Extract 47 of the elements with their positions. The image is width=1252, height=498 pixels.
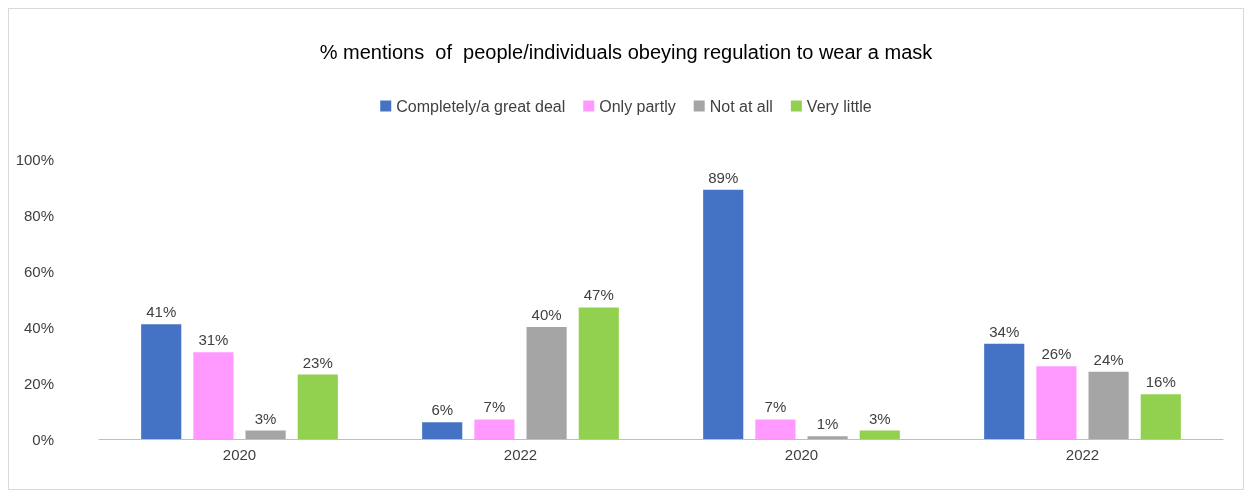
data-label: 3% (254, 409, 277, 427)
y-tick-label: 80% (23, 206, 54, 224)
y-tick-label: 100% (15, 150, 54, 168)
data-label: 31% (198, 331, 229, 349)
bar (245, 430, 286, 439)
data-label: 6% (431, 401, 454, 419)
legend-label: Only partly (599, 97, 676, 115)
data-label: 16% (1145, 373, 1176, 391)
bar (193, 352, 234, 439)
data-label: 34% (989, 322, 1020, 340)
x-tick-label: 2020 (222, 446, 257, 463)
data-label: 26% (1041, 345, 1072, 363)
data-label: 41% (146, 303, 177, 321)
bar (755, 419, 796, 439)
legend-label: Not at all (709, 97, 773, 115)
x-tick-label: 2022 (1065, 446, 1100, 463)
data-label: 3% (868, 409, 891, 427)
bar (1088, 371, 1129, 439)
bar (526, 327, 567, 439)
data-label: 89% (708, 168, 739, 186)
bar (807, 436, 848, 439)
x-tick-label: 2022 (503, 446, 538, 463)
bar (578, 307, 619, 439)
data-label: 23% (302, 353, 333, 371)
bar (1140, 394, 1181, 439)
legend-label: Completely/a great deal (396, 97, 566, 115)
x-tick-label: 2020 (784, 446, 819, 463)
y-tick-label: 0% (32, 430, 54, 448)
data-label: 47% (583, 286, 614, 304)
y-tick-label: 40% (23, 318, 54, 336)
y-tick-label: 60% (23, 262, 54, 280)
bar (703, 189, 744, 439)
data-label: 1% (816, 415, 839, 433)
bar (422, 422, 463, 439)
data-label: 7% (483, 398, 506, 416)
y-tick-label: 20% (23, 374, 54, 392)
bar (1036, 366, 1077, 439)
legend-label: Very little (806, 97, 872, 115)
data-label: 40% (531, 306, 562, 323)
chart-title: % mentions of people/individuals obeying regulation to wear a mask (319, 41, 934, 63)
bar (141, 324, 182, 439)
bar (984, 343, 1025, 439)
bar (859, 430, 900, 439)
data-label: 24% (1093, 350, 1124, 368)
bar (297, 374, 338, 439)
data-label: 7% (764, 398, 787, 416)
bar (474, 419, 515, 439)
